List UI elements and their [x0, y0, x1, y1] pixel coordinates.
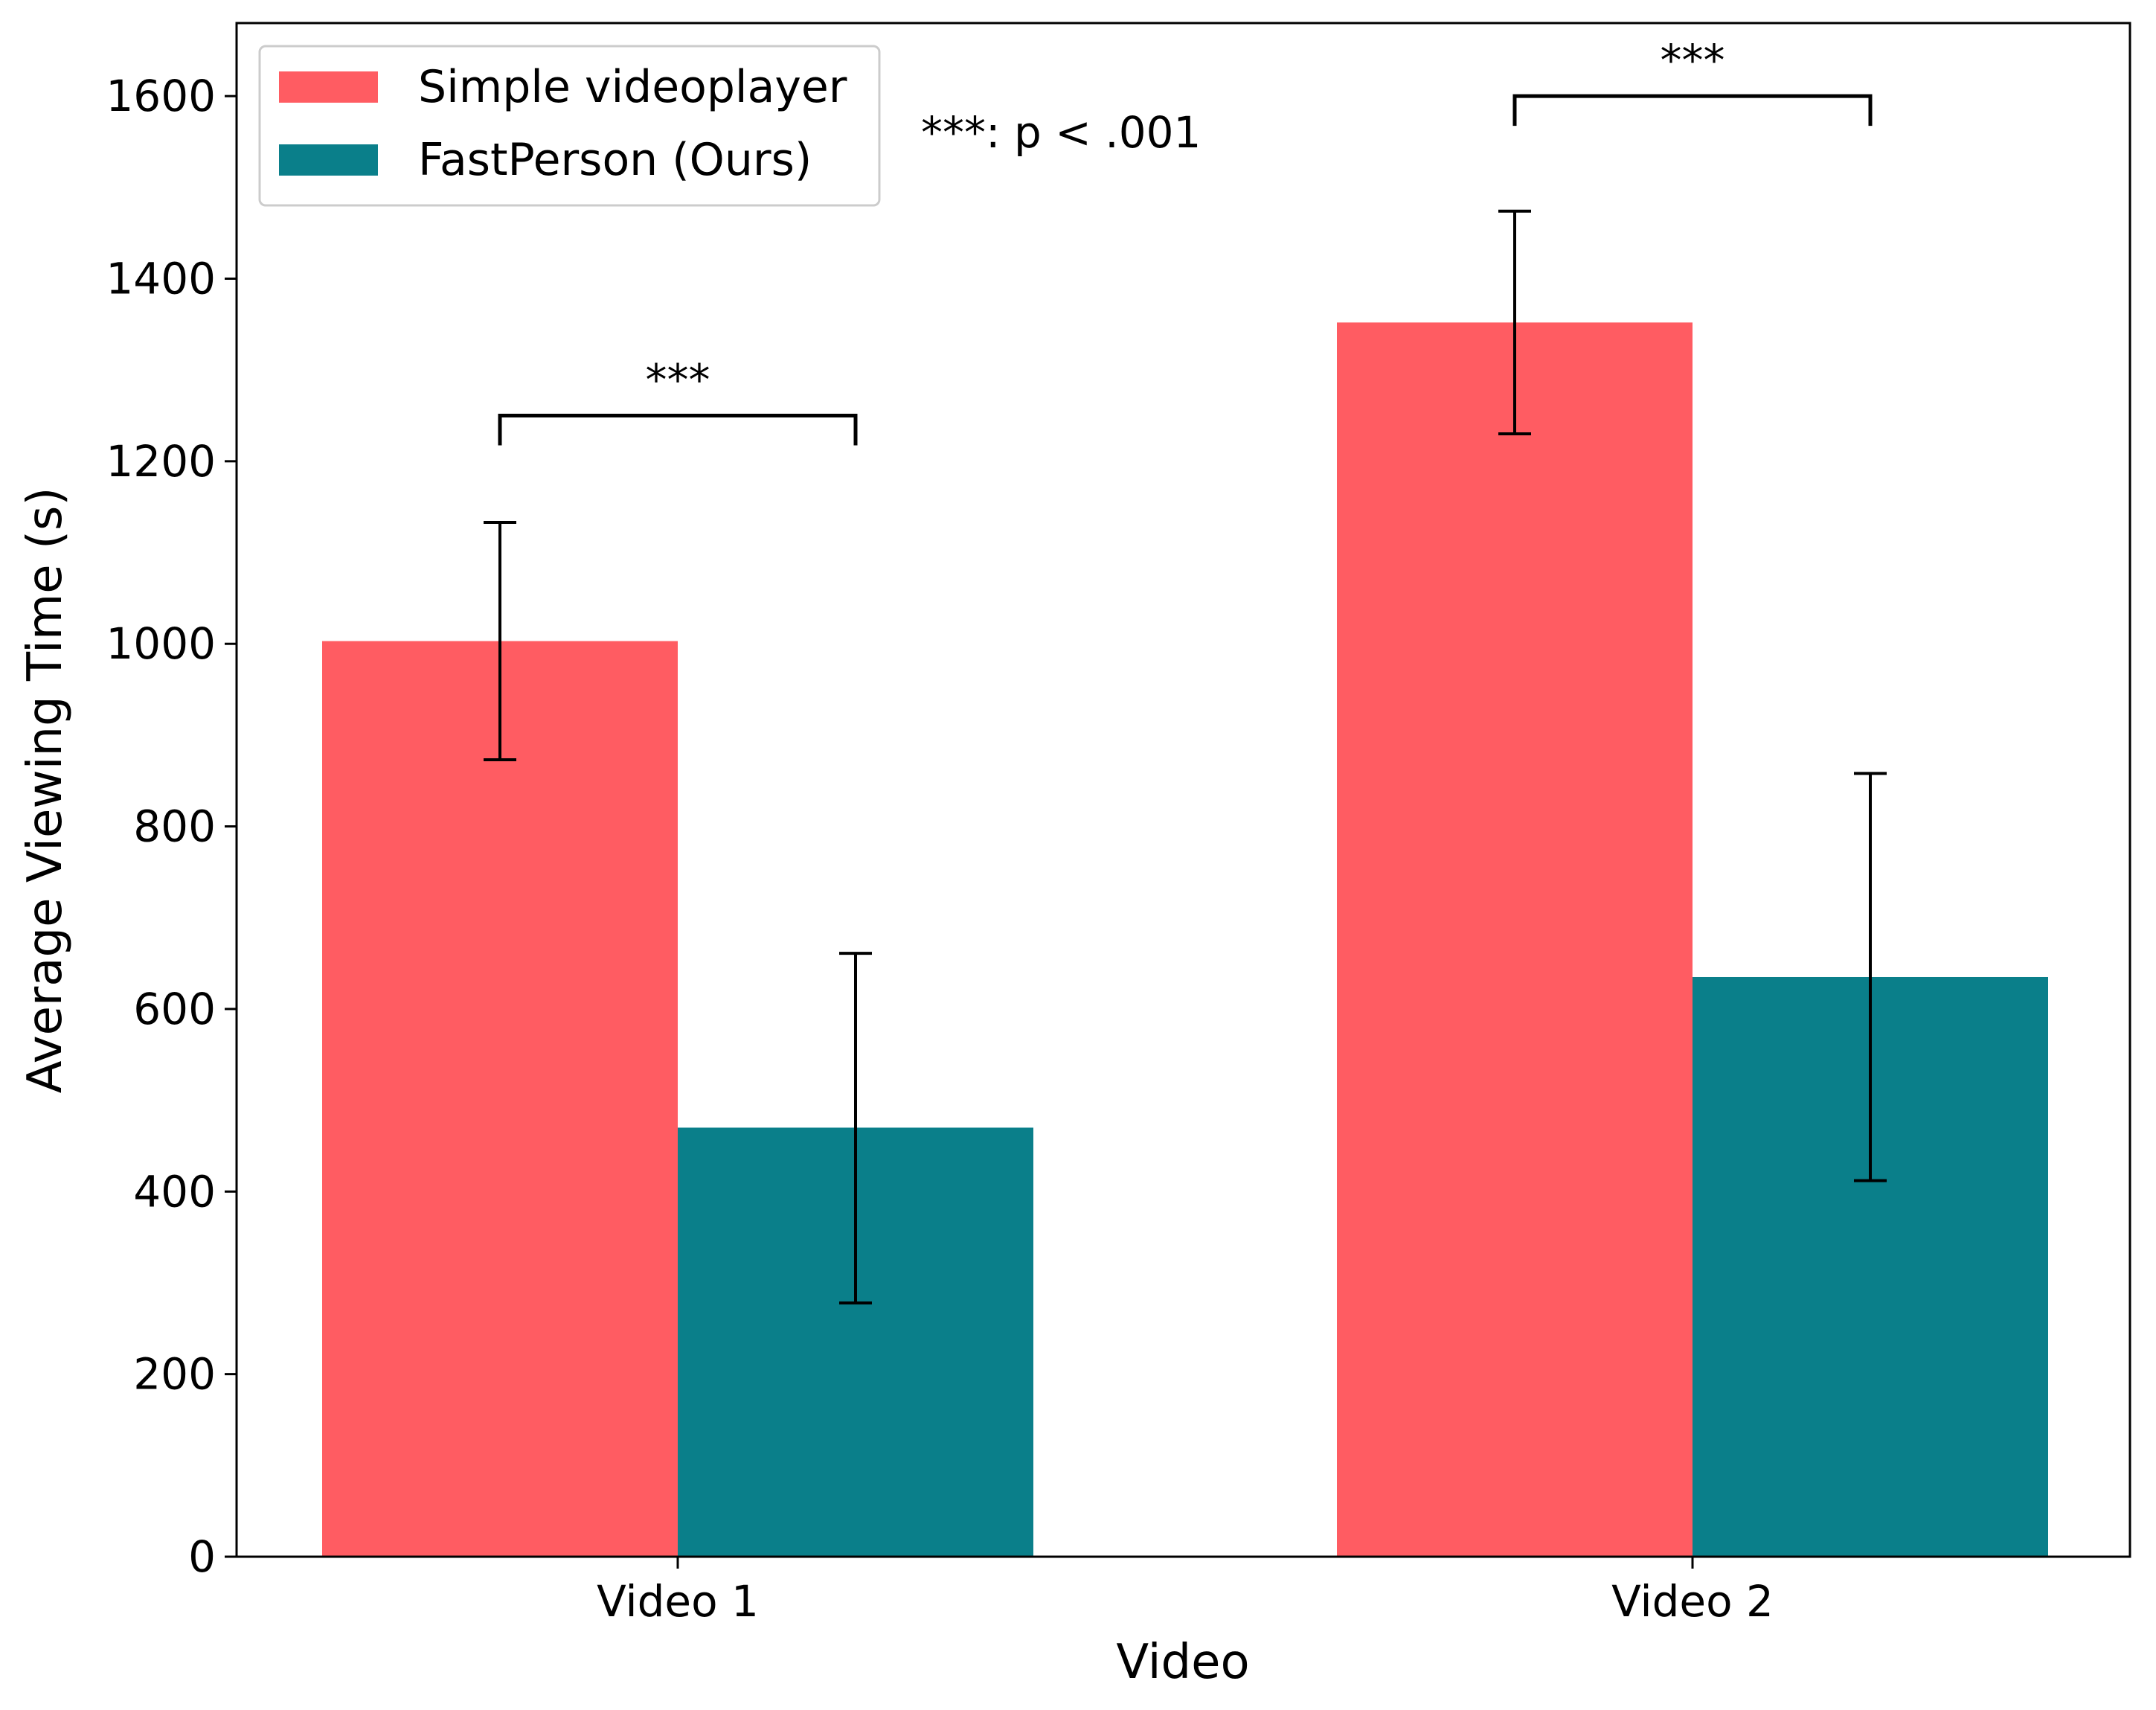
significance-bracket-line [498, 414, 858, 446]
significance-bracket-line [1512, 94, 1873, 127]
y-tick-label: 800 [133, 801, 216, 852]
legend-swatch-fastperson [279, 144, 378, 176]
legend-swatch-simple-videoplayer [279, 71, 378, 103]
significance-layer: *** *** [498, 35, 1873, 446]
bar-video-2-simple-videoplayer [1337, 322, 1693, 1557]
y-tick-label: 400 [133, 1166, 216, 1217]
bars-layer [322, 322, 2048, 1557]
error-bar-video-1-simple-videoplayer [484, 521, 516, 762]
x-tick-label-video-2: Video 2 [1611, 1576, 1774, 1627]
significance-stars: *** [1661, 35, 1725, 86]
y-tick-label: 1600 [106, 71, 216, 121]
error-bar-video-1-fastperson-ours [839, 952, 872, 1304]
errorbars-layer [484, 209, 1887, 1304]
y-axis-title: Average Viewing Time (s) [18, 487, 73, 1094]
plot-frame [235, 22, 2131, 1558]
y-tick-label: 600 [133, 984, 216, 1034]
legend: Simple videoplayer FastPerson (Ours) [258, 45, 881, 207]
y-tick-label: 200 [133, 1349, 216, 1400]
y-axis-ticks: 0 200 400 600 800 1000 1200 1400 1600 [106, 71, 237, 1582]
x-tick-label-video-1: Video 1 [597, 1576, 759, 1627]
y-tick-label: 1000 [106, 618, 216, 669]
x-axis-title: Video [1116, 1635, 1249, 1690]
bar-video-1-simple-videoplayer [322, 641, 678, 1557]
y-tick-label: 0 [188, 1531, 216, 1582]
error-bar-video-2-simple-videoplayer [1498, 209, 1531, 436]
error-bar-video-2-fastperson-ours [1854, 772, 1887, 1182]
legend-box [258, 45, 881, 207]
y-tick-label: 1200 [106, 436, 216, 487]
legend-label-fastperson: FastPerson (Ours) [418, 134, 812, 186]
significance-bracket-video-1: *** [498, 355, 858, 446]
legend-label-simple-videoplayer: Simple videoplayer [418, 61, 847, 113]
significance-bracket-video-2: *** [1512, 35, 1873, 127]
y-tick-label: 1400 [106, 254, 216, 304]
significance-note: ***: p < .001 [921, 107, 1201, 158]
x-axis-ticks: Video 1 Video 2 [597, 1557, 1774, 1627]
significance-stars: *** [646, 355, 710, 406]
